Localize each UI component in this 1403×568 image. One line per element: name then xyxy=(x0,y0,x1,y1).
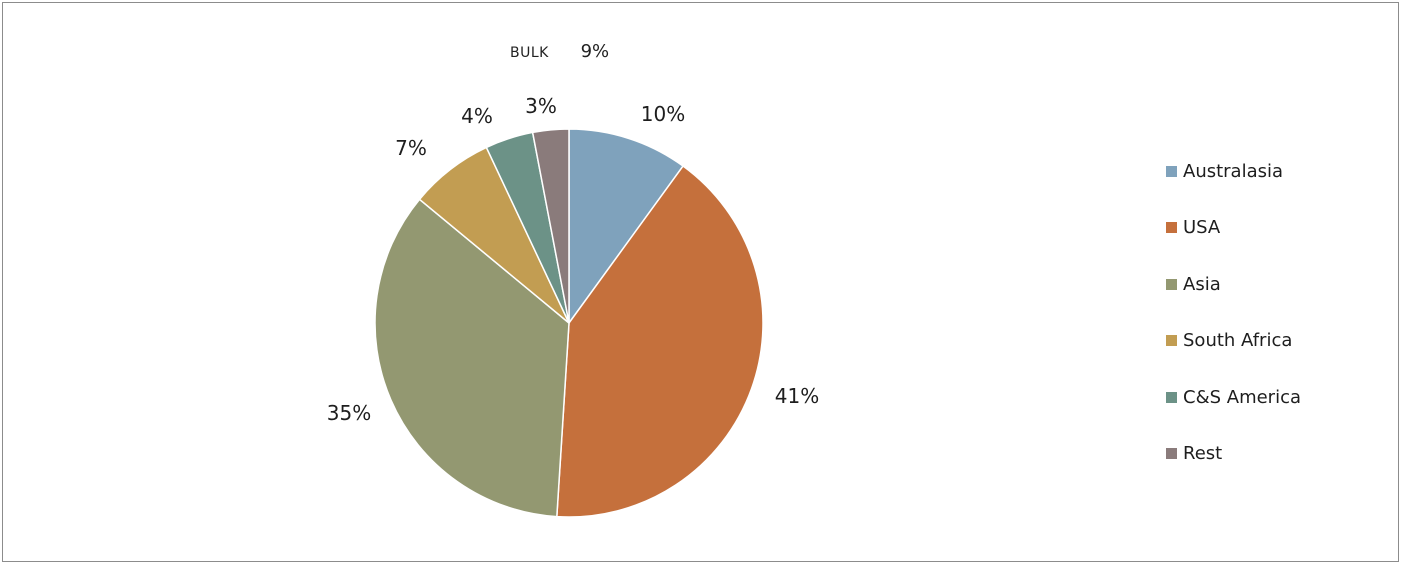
chart-title-label: Bulk xyxy=(510,45,549,61)
legend-label: Asia xyxy=(1183,273,1221,295)
legend-item-asia: Asia xyxy=(1166,256,1301,313)
legend-swatch xyxy=(1166,165,1177,177)
pie-data-labels: 10% 41% 35% 7% 4% 3% xyxy=(327,94,819,425)
data-label-south-africa: 7% xyxy=(395,136,427,160)
legend-swatch xyxy=(1166,278,1177,290)
data-label-australasia: 10% xyxy=(641,102,685,126)
legend-label: C&S America xyxy=(1183,386,1302,408)
legend-item-usa: USA xyxy=(1166,200,1301,257)
legend-item-c-s-america: C&S America xyxy=(1166,369,1301,426)
chart-title-value: 9% xyxy=(580,41,610,62)
legend-swatch xyxy=(1166,222,1177,234)
data-label-c-s-america: 4% xyxy=(461,104,493,128)
chart-title: Bulk 9% xyxy=(510,41,609,62)
pie-slice-asia xyxy=(374,198,570,518)
legend-label: South Africa xyxy=(1183,330,1293,352)
legend-item-rest: Rest xyxy=(1166,426,1301,483)
data-label-asia: 35% xyxy=(327,401,371,425)
legend-label: Rest xyxy=(1183,443,1223,465)
chart-legend: Australasia USA Asia South Africa C&S Americ… xyxy=(1166,143,1301,482)
data-label-usa: 41% xyxy=(775,384,819,408)
legend-label: USA xyxy=(1183,217,1221,239)
pie-chart: 10% 41% 35% 7% 4% 3% xyxy=(327,94,819,518)
legend-swatch xyxy=(1166,448,1177,460)
legend-item-australasia: Australasia xyxy=(1166,143,1301,200)
legend-item-south-africa: South Africa xyxy=(1166,313,1301,370)
pie-slice-australasia xyxy=(568,128,685,326)
legend-label: Australasia xyxy=(1183,160,1284,182)
pie-slices xyxy=(374,128,764,518)
legend-swatch xyxy=(1166,391,1177,403)
pie-slice-usa xyxy=(556,165,764,518)
data-label-rest: 3% xyxy=(525,94,557,118)
legend-swatch xyxy=(1166,335,1177,347)
pie-slice-rest xyxy=(531,128,570,324)
